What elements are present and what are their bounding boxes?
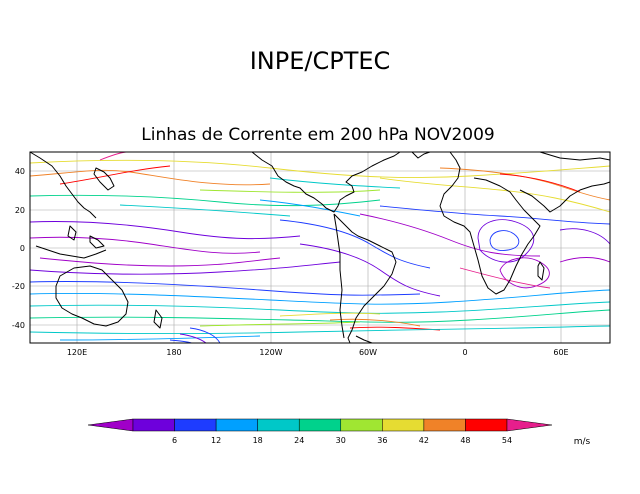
madagascar-outline: [537, 261, 545, 281]
lat-label-40s: -40: [12, 321, 25, 330]
lon-label-0: 0: [462, 348, 467, 357]
colorbar-segment: [465, 418, 508, 432]
legend-unit: m/s: [574, 437, 591, 447]
antarctic-peninsula-outline: [355, 335, 373, 344]
streamlines: [29, 151, 611, 344]
map-title: Linhas de Corrente em 200 hPa NOV2009: [141, 125, 494, 145]
lon-label-120w: 120W: [259, 348, 282, 357]
asia-outline: [519, 151, 611, 213]
colorbar-label: 24: [294, 436, 304, 445]
north-america-outline: [251, 151, 401, 213]
colorbar-segment: [423, 418, 466, 432]
lat-label-20n: 20: [15, 206, 25, 215]
colorbar-segment: [340, 418, 383, 432]
colorbar-label: 36: [377, 436, 387, 445]
color-bar: 6 12 18 24 30 36 42 48 54 m/s: [87, 418, 591, 447]
header-title: INPE/CPTEC: [250, 47, 391, 75]
lon-label-120e: 120E: [67, 348, 87, 357]
coastlines: [29, 151, 611, 344]
colorbar-label: 30: [336, 436, 346, 445]
lat-label-eq: 0: [20, 244, 25, 253]
australia-outline: [55, 265, 129, 327]
colorbar-label: 54: [502, 436, 512, 445]
graticule: [30, 152, 610, 343]
map-frame: [29, 151, 611, 344]
colorbar-label: 42: [419, 436, 429, 445]
africa-outline: [439, 151, 541, 295]
colorbar-high-arrow: [506, 418, 553, 432]
lat-label-40n: 40: [15, 167, 25, 176]
colorbar-segment: [382, 418, 425, 432]
maritime-continent-outline: [35, 225, 107, 259]
colorbar-segment: [174, 418, 217, 432]
colorbar-segment: [257, 418, 300, 432]
south-america-outline: [333, 213, 397, 344]
colorbar-label: 48: [460, 436, 470, 445]
colorbar-segment: [215, 418, 258, 432]
colorbar-label: 12: [211, 436, 221, 445]
japan-outline: [93, 167, 115, 191]
colorbar-low-arrow: [87, 418, 134, 432]
greenland-outline: [411, 151, 431, 159]
colorbar-label: 18: [253, 436, 263, 445]
lon-label-60w: 60W: [359, 348, 377, 357]
new-zealand-outline: [153, 309, 163, 329]
colorbar-segment: [298, 418, 342, 432]
colorbar-label: 6: [172, 436, 177, 445]
lat-label-20s: -20: [12, 282, 25, 291]
east-asia-outline: [29, 151, 97, 219]
colorbar-segment: [132, 418, 175, 432]
lon-label-180: 180: [166, 348, 181, 357]
map-panel: 40 20 0 -20 -40 120E 180 120W 60W 0 60E: [12, 151, 611, 357]
lon-label-60e: 60E: [553, 348, 568, 357]
